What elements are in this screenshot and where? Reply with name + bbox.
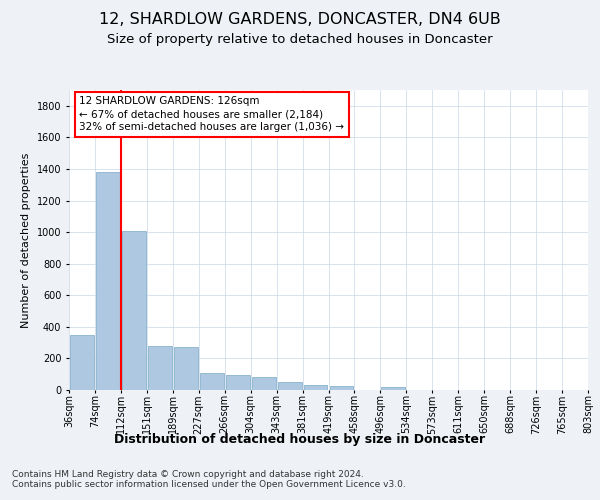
Text: Contains HM Land Registry data © Crown copyright and database right 2024.
Contai: Contains HM Land Registry data © Crown c…: [12, 470, 406, 490]
Text: 12, SHARDLOW GARDENS, DONCASTER, DN4 6UB: 12, SHARDLOW GARDENS, DONCASTER, DN4 6UB: [99, 12, 501, 28]
Bar: [148, 346, 172, 390]
Bar: [122, 230, 146, 390]
Bar: [251, 376, 275, 390]
Bar: [304, 386, 328, 390]
Text: 12 SHARDLOW GARDENS: 126sqm
← 67% of detached houses are smaller (2,184)
32% of : 12 SHARDLOW GARDENS: 126sqm ← 67% of det…: [79, 96, 344, 132]
Bar: [382, 387, 406, 390]
Y-axis label: Number of detached properties: Number of detached properties: [21, 152, 31, 328]
Bar: [226, 375, 250, 390]
Bar: [329, 386, 353, 390]
Bar: [174, 346, 198, 390]
Bar: [200, 372, 224, 390]
Bar: [70, 334, 94, 390]
Text: Distribution of detached houses by size in Doncaster: Distribution of detached houses by size …: [115, 432, 485, 446]
Text: Size of property relative to detached houses in Doncaster: Size of property relative to detached ho…: [107, 32, 493, 46]
Bar: [96, 172, 120, 390]
Bar: [278, 382, 302, 390]
